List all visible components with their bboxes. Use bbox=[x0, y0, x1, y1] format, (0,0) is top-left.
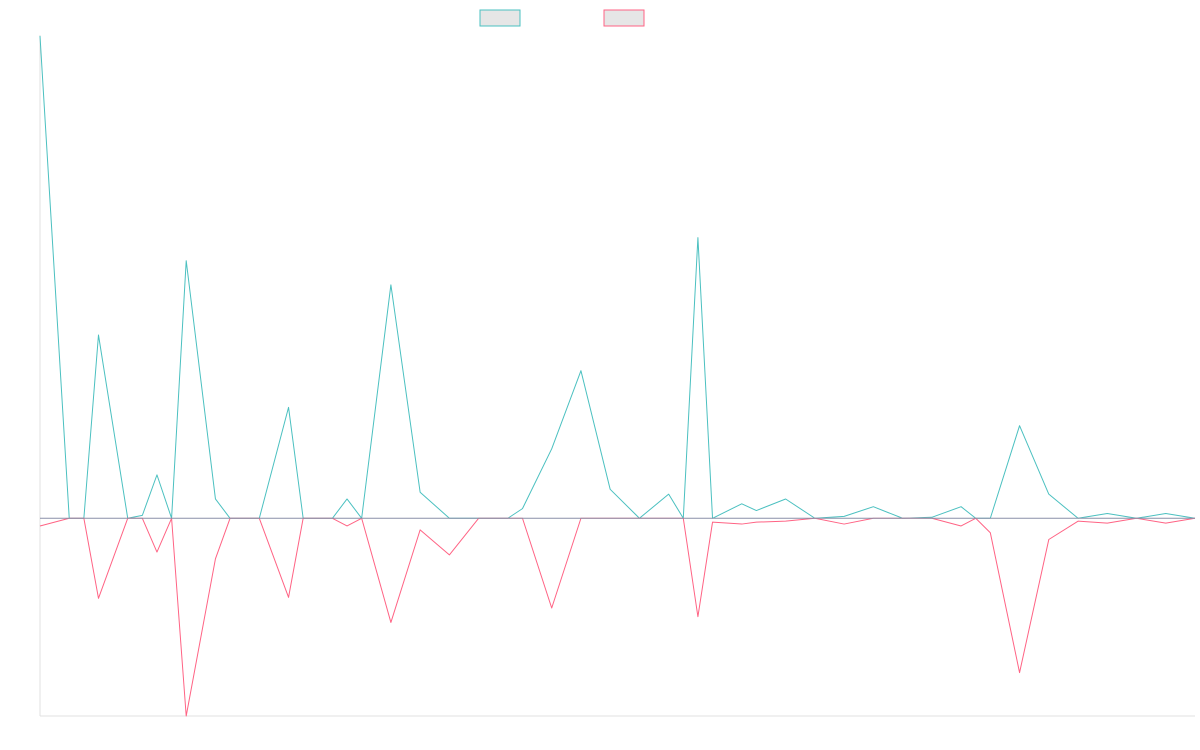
legend bbox=[479, 9, 645, 27]
legend-item-series-2[interactable] bbox=[603, 9, 645, 27]
series-1 bbox=[39, 35, 1196, 519]
series-1-line bbox=[39, 35, 1196, 519]
legend-swatch-series-2 bbox=[603, 9, 645, 27]
plot-area bbox=[39, 35, 1196, 717]
legend-item-series-1[interactable] bbox=[479, 9, 521, 27]
series-2 bbox=[39, 517, 1196, 717]
axes bbox=[39, 35, 1195, 717]
legend-swatch-series-1 bbox=[479, 9, 521, 27]
series-2-line bbox=[39, 517, 1196, 717]
